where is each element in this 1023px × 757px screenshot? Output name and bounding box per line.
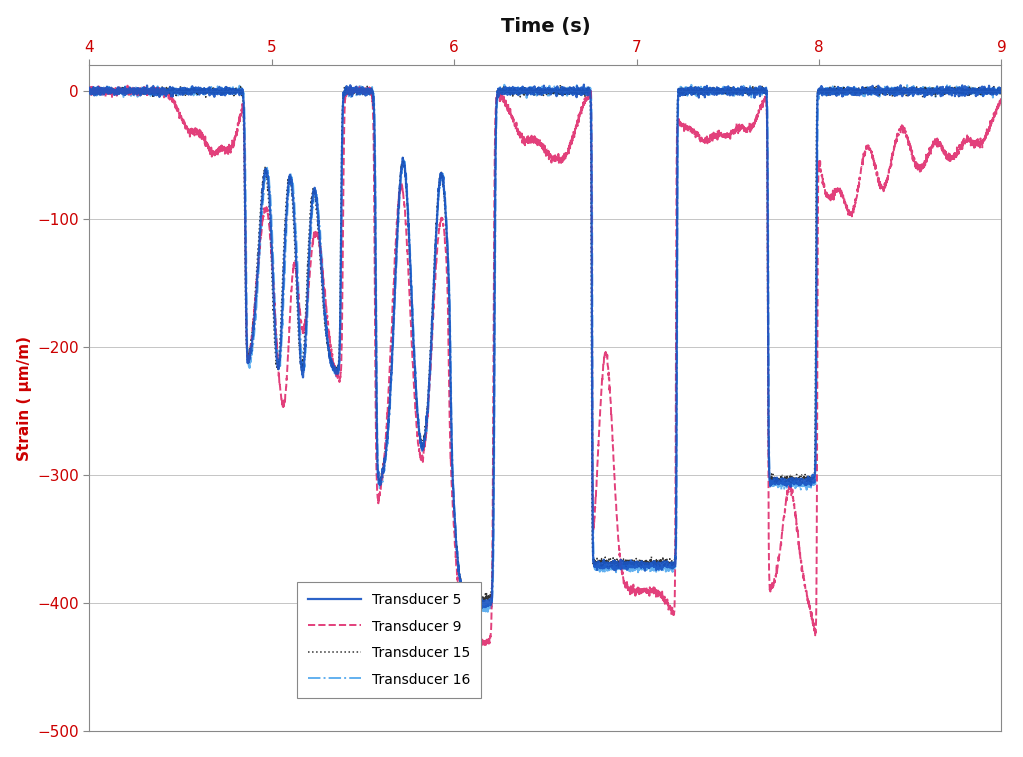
Transducer 15 — [906, 87, 919, 96]
Transducer 9 — [83, 86, 95, 95]
Transducer 5 — [524, 87, 536, 96]
Transducer 16 — [995, 92, 1008, 101]
Transducer 15 — [262, 188, 274, 197]
Transducer 5 — [936, 87, 948, 96]
Transducer 5 — [995, 86, 1008, 95]
Transducer 15 — [936, 86, 948, 95]
Transducer 5 — [930, 87, 942, 96]
Transducer 15 — [714, 87, 726, 96]
Line: Transducer 16: Transducer 16 — [89, 85, 1002, 612]
Transducer 9 — [936, 144, 948, 153]
Transducer 15 — [995, 85, 1008, 94]
Transducer 15 — [930, 87, 942, 96]
Transducer 9 — [714, 129, 726, 139]
Transducer 16 — [936, 86, 948, 95]
Transducer 5 — [906, 88, 919, 97]
Transducer 15 — [524, 89, 536, 98]
Transducer 16 — [714, 85, 726, 94]
Transducer 15 — [554, 80, 567, 89]
Title: Time (s): Time (s) — [500, 17, 590, 36]
Transducer 16 — [262, 168, 274, 177]
Y-axis label: Strain ( μm/m): Strain ( μm/m) — [16, 336, 32, 461]
Transducer 9 — [476, 641, 488, 650]
Transducer 16 — [944, 80, 957, 89]
Transducer 9 — [930, 139, 942, 148]
Transducer 9 — [906, 148, 919, 157]
Transducer 5 — [83, 83, 95, 92]
Line: Transducer 5: Transducer 5 — [89, 85, 1002, 608]
Transducer 9 — [524, 136, 536, 145]
Line: Transducer 15: Transducer 15 — [89, 85, 1002, 603]
Transducer 15 — [83, 85, 95, 94]
Transducer 16 — [83, 86, 95, 95]
Transducer 16 — [482, 607, 494, 616]
Transducer 15 — [477, 599, 489, 608]
Transducer 16 — [906, 86, 919, 95]
Transducer 5 — [262, 173, 274, 182]
Transducer 5 — [714, 87, 726, 96]
Transducer 9 — [122, 81, 134, 90]
Legend: Transducer 5, Transducer 9, Transducer 15, Transducer 16: Transducer 5, Transducer 9, Transducer 1… — [297, 582, 482, 698]
Transducer 5 — [476, 603, 488, 612]
Transducer 16 — [930, 92, 942, 101]
Transducer 5 — [578, 80, 590, 89]
Transducer 9 — [262, 213, 274, 223]
Line: Transducer 9: Transducer 9 — [89, 86, 1002, 646]
Transducer 9 — [995, 96, 1008, 105]
Transducer 16 — [524, 83, 536, 92]
